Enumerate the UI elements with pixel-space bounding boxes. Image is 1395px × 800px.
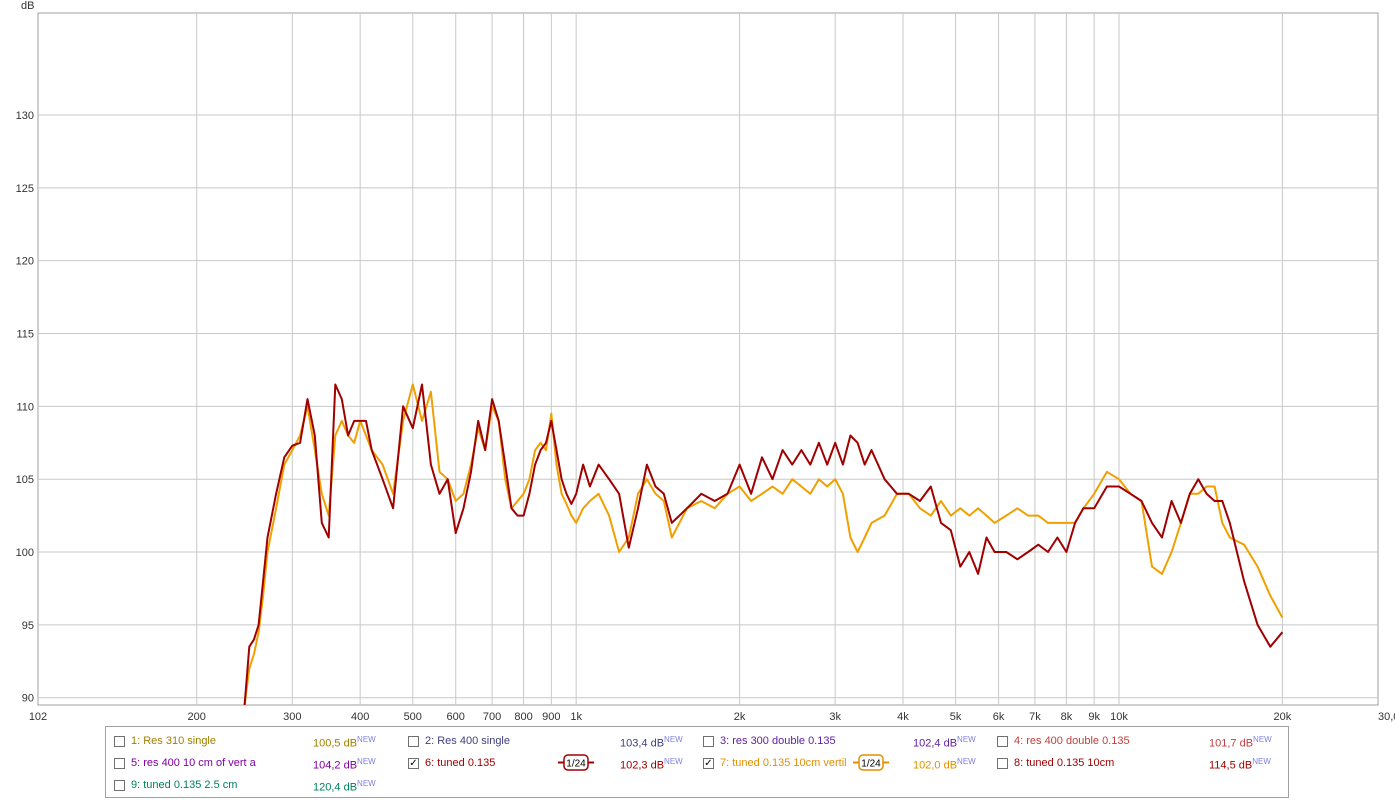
grid — [38, 13, 1378, 705]
legend-value-text: 102,3 dB — [620, 759, 665, 772]
legend-label: 4: res 400 double 0.135 — [1014, 735, 1130, 747]
legend-checkbox[interactable]: ✓ — [408, 758, 419, 769]
legend: 1: Res 310 single 100,5 dBNEW 2: Res 400 s… — [105, 726, 1289, 798]
legend-label: 3: res 300 double 0.135 — [720, 735, 836, 747]
frequency-response-chart: 102 200 300 400 500 600 700 800 900 1k 2k 3k 4k 5k 6k 7… — [16, 0, 1395, 723]
new-tag: NEW — [664, 735, 683, 744]
new-tag: NEW — [357, 779, 376, 788]
legend-value: 100,5 dBNEW — [313, 735, 376, 750]
series-line-1 — [243, 383, 1284, 705]
new-tag: NEW — [1253, 735, 1272, 744]
legend-item[interactable]: 5: res 400 10 cm of vert a 104,2 dBNEW — [114, 757, 394, 775]
y-tick-label: 105 — [16, 474, 34, 486]
y-tick-label: 100 — [16, 547, 34, 559]
x-tick-label: 7k — [1029, 711, 1041, 723]
legend-checkbox[interactable]: ✓ — [703, 758, 714, 769]
legend-checkbox[interactable] — [114, 736, 125, 747]
y-tick-label: 120 — [16, 256, 34, 268]
legend-value: 103,4 dBNEW — [620, 735, 683, 750]
legend-item[interactable]: 2: Res 400 single 103,4 dBNEW — [408, 735, 688, 753]
x-tick-label: 1k — [570, 711, 582, 723]
x-tick-label: 900 — [542, 711, 560, 723]
x-tick-label: 8k — [1061, 711, 1073, 723]
legend-value-text: 120,4 dB — [313, 781, 358, 794]
legend-checkbox[interactable] — [114, 758, 125, 769]
legend-value: 104,2 dBNEW — [313, 757, 376, 772]
x-tick-label: 5k — [950, 711, 962, 723]
legend-label: 1: Res 310 single — [131, 735, 216, 747]
smoothing-badge-label: 1/24 — [861, 759, 881, 770]
x-tick-label: 102 — [29, 711, 47, 723]
legend-item[interactable]: ✓ 6: tuned 0.135 1/24 102,3 dBNEW — [408, 754, 688, 775]
legend-checkbox[interactable] — [703, 736, 714, 747]
y-axis-unit: dB — [21, 0, 34, 12]
x-tick-label: 400 — [351, 711, 369, 723]
legend-checkbox[interactable] — [997, 758, 1008, 769]
x-tick-label: 3k — [829, 711, 841, 723]
x-tick-label: 700 — [483, 711, 501, 723]
x-tick-label: 20k — [1274, 711, 1292, 723]
legend-value: 101,7 dBNEW — [1209, 735, 1272, 750]
legend-value: 114,5 dBNEW — [1209, 757, 1271, 772]
new-tag: NEW — [957, 757, 976, 766]
y-tick-label: 115 — [16, 329, 34, 341]
legend-label: 5: res 400 10 cm of vert a — [131, 757, 256, 769]
y-tick-label: 95 — [22, 620, 34, 632]
legend-value-text: 102,4 dB — [913, 737, 958, 750]
legend-item[interactable]: 8: tuned 0.135 10cm 114,5 dBNEW — [997, 757, 1277, 775]
new-tag: NEW — [357, 757, 376, 766]
legend-value: 102,4 dBNEW — [913, 735, 976, 750]
x-tick-label: 10k — [1110, 711, 1128, 723]
x-tick-label: 300 — [283, 711, 301, 723]
new-tag: NEW — [357, 735, 376, 744]
legend-label: 2: Res 400 single — [425, 735, 510, 747]
x-tick-label: 600 — [447, 711, 465, 723]
x-tick-label: 6k — [993, 711, 1005, 723]
new-tag: NEW — [1252, 757, 1271, 766]
x-tick-label: 800 — [514, 711, 532, 723]
legend-value: 102,0 dBNEW — [913, 757, 976, 772]
new-tag: NEW — [664, 757, 683, 766]
y-tick-label: 110 — [16, 401, 34, 413]
legend-value: 120,4 dBNEW — [313, 779, 376, 794]
legend-value-text: 102,0 dB — [913, 759, 958, 772]
legend-item[interactable]: 4: res 400 double 0.135 101,7 dBNEW — [997, 735, 1277, 753]
legend-checkbox[interactable] — [408, 736, 419, 747]
legend-checkbox[interactable] — [997, 736, 1008, 747]
smoothing-badge[interactable]: 1/24 — [853, 754, 889, 771]
legend-label: 9: tuned 0.135 2.5 cm — [131, 779, 238, 791]
x-axis-ticks: 102 200 300 400 500 600 700 800 900 1k 2k 3k 4k 5k 6k 7… — [29, 711, 1395, 723]
new-tag: NEW — [957, 735, 976, 744]
legend-value-text: 114,5 dB — [1209, 759, 1253, 772]
x-tick-label: 30,0k Hz — [1378, 711, 1395, 723]
legend-checkbox[interactable] — [114, 780, 125, 791]
series-lines — [243, 383, 1284, 705]
y-axis-ticks: 90 95 100 105 110 115 120 125 130 — [16, 110, 34, 705]
legend-item[interactable]: 1: Res 310 single 100,5 dBNEW — [114, 735, 394, 753]
x-tick-label: 9k — [1088, 711, 1100, 723]
legend-label: 7: tuned 0.135 10cm vertil — [720, 757, 847, 769]
legend-label: 6: tuned 0.135 — [425, 757, 496, 769]
plot-area — [37, 12, 1379, 706]
legend-value-text: 100,5 dB — [313, 737, 358, 750]
legend-value-text: 103,4 dB — [620, 737, 665, 750]
y-tick-label: 125 — [16, 183, 34, 195]
y-tick-label: 130 — [16, 110, 34, 122]
legend-item[interactable]: ✓ 7: tuned 0.135 10cm vertil 1/24 102,0 dBN… — [703, 754, 983, 775]
x-tick-label: 4k — [897, 711, 909, 723]
y-tick-label: 90 — [22, 693, 34, 705]
legend-label: 8: tuned 0.135 10cm — [1014, 757, 1115, 769]
legend-value-text: 101,7 dB — [1209, 737, 1254, 750]
legend-item[interactable]: 9: tuned 0.135 2.5 cm 120,4 dBNEW — [114, 779, 394, 797]
smoothing-badge-label: 1/24 — [566, 759, 586, 770]
legend-value: 102,3 dBNEW — [620, 757, 683, 772]
x-tick-label: 500 — [404, 711, 422, 723]
legend-value-text: 104,2 dB — [313, 759, 358, 772]
x-tick-label: 200 — [188, 711, 206, 723]
legend-item[interactable]: 3: res 300 double 0.135 102,4 dBNEW — [703, 735, 983, 753]
x-tick-label: 2k — [734, 711, 746, 723]
smoothing-badge[interactable]: 1/24 — [558, 754, 594, 771]
